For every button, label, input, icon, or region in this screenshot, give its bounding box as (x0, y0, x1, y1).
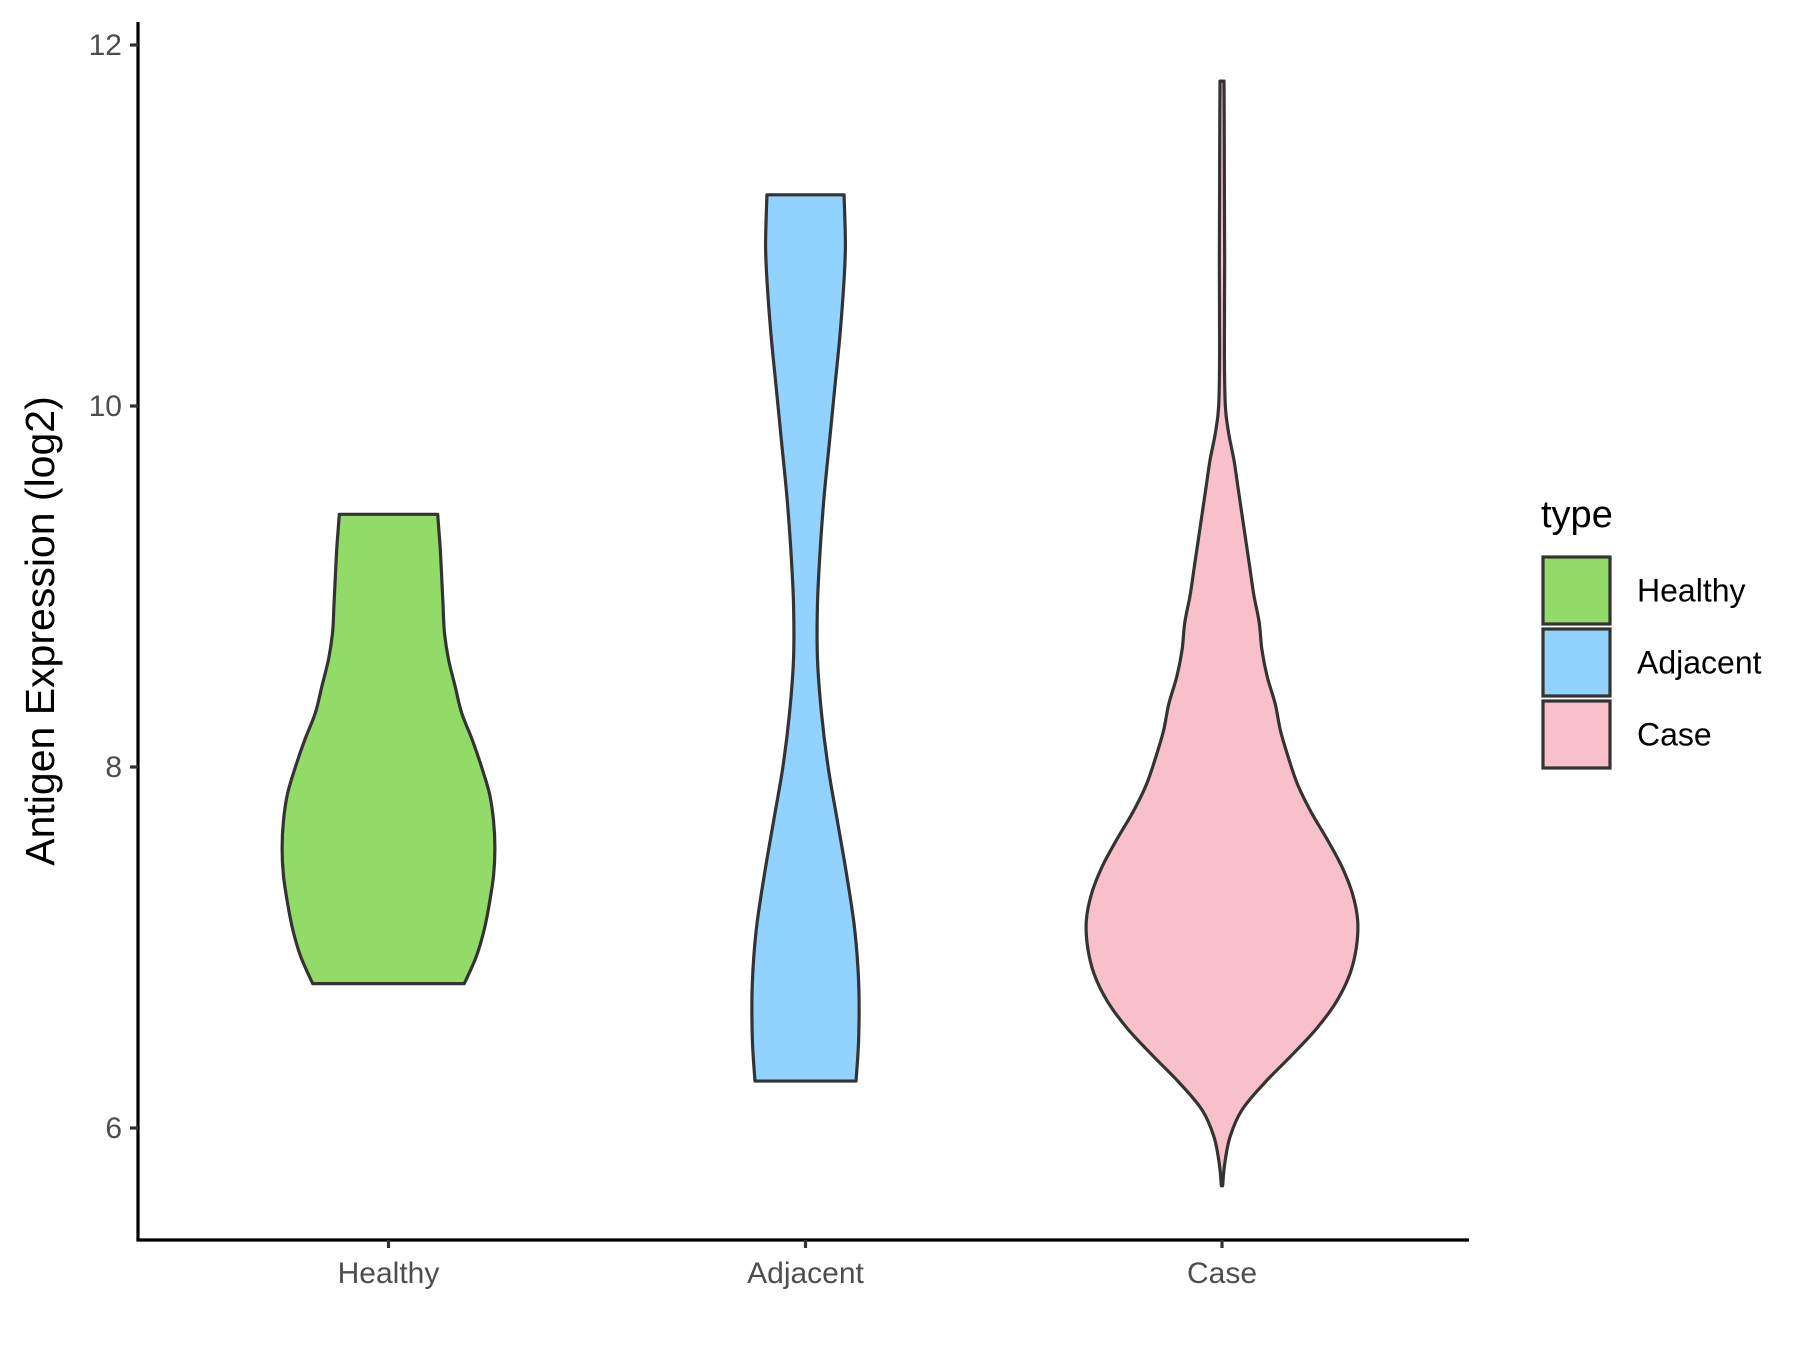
violins-layer (280, 79, 1360, 1188)
legend-key-healthy (1541, 555, 1612, 626)
legend-label-adjacent: Adjacent (1637, 645, 1762, 681)
legend-entries: Healthy Adjacent Case (1541, 555, 1762, 770)
y-ticks: 6 8 10 12 (89, 29, 138, 1145)
legend-key-adjacent (1541, 627, 1612, 698)
legend-key-case (1541, 699, 1612, 770)
violin-healthy (280, 512, 497, 986)
x-tick-label: Healthy (338, 1257, 440, 1290)
y-tick-label: 6 (105, 1112, 122, 1145)
violin-case (1084, 79, 1360, 1188)
legend-label-healthy: Healthy (1637, 573, 1746, 609)
x-tick-label: Case (1187, 1257, 1257, 1290)
y-axis-title: Antigen Expression (log2) (17, 396, 63, 865)
x-ticks: Healthy Adjacent Case (338, 1240, 1257, 1290)
violin-adjacent (750, 193, 861, 1083)
legend: type Healthy Adjacent Case (1541, 494, 1762, 770)
y-tick-label: 10 (89, 390, 122, 423)
legend-label-case: Case (1637, 717, 1712, 753)
y-tick-label: 8 (105, 751, 122, 784)
y-tick-label: 12 (89, 29, 122, 62)
axes-layer: 6 8 10 12 Healthy Adjacent Case Antigen Expre… (17, 22, 1469, 1290)
x-tick-label: Adjacent (747, 1257, 864, 1290)
legend-title: type (1541, 494, 1613, 536)
